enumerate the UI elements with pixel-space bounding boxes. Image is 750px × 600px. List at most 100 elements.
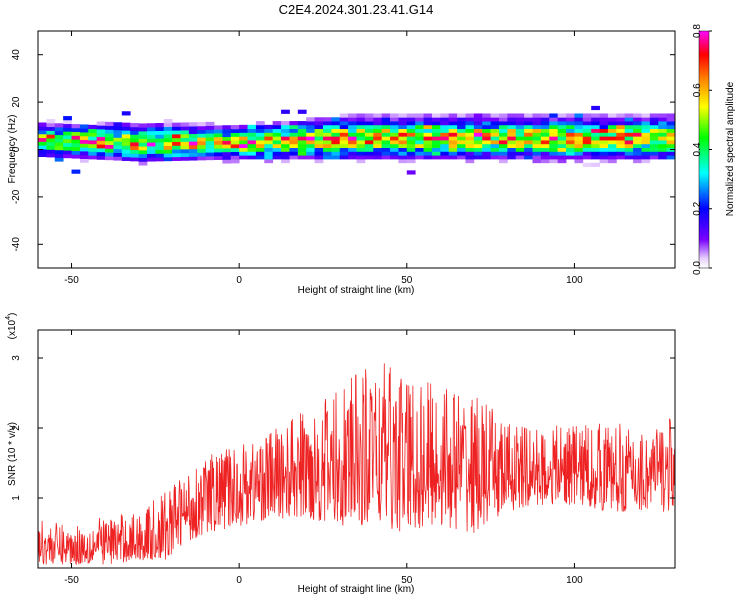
spectrogram-cell <box>205 133 215 138</box>
spectrogram-cell <box>138 146 148 151</box>
spectrogram-cell <box>649 124 659 130</box>
spectrogram-cell <box>113 133 123 138</box>
spectrogram-cell <box>381 140 391 145</box>
spectrogram-cell <box>624 121 634 126</box>
spectrogram-cell <box>566 132 575 137</box>
spectrogram-cell <box>515 113 525 118</box>
spectrogram-cell <box>46 153 56 158</box>
spectrogram-cell <box>557 121 567 126</box>
spectrogram-cell <box>415 124 424 130</box>
spectrogram-cell <box>155 141 165 147</box>
spectrogram-cell <box>431 155 441 160</box>
spectrogram-cell <box>390 147 399 152</box>
spectrogram-cell <box>507 140 517 145</box>
spectrogram-cell <box>390 155 399 160</box>
spectrogram-cell <box>146 127 156 132</box>
spectrogram-cell <box>130 153 139 158</box>
spectrogram-cell <box>582 162 592 167</box>
spectrogram-cell <box>566 140 575 145</box>
spectrogram-cell <box>222 125 232 130</box>
spectrogram-cell <box>281 158 290 164</box>
spectrogram-cell <box>490 136 500 141</box>
spectrogram-cell <box>113 148 123 153</box>
spectrogram-cell <box>566 121 575 126</box>
spectrogram-cell <box>658 143 668 149</box>
spectrogram-cell <box>339 147 349 152</box>
spectrogram-cell <box>607 151 617 156</box>
spectrogram-cell <box>230 132 240 137</box>
spectrogram-cell <box>63 142 72 147</box>
spectrogram-cell <box>498 143 508 149</box>
spectrogram-cell <box>38 130 47 135</box>
spectrogram-cell <box>356 155 366 160</box>
spectrogram-cell <box>247 140 257 145</box>
spectrogram-cell <box>473 147 483 152</box>
spectrogram-cell <box>582 151 592 156</box>
spectrogram-cell <box>448 155 458 160</box>
spectrogram-cell <box>398 140 408 145</box>
spectrogram-cell <box>306 140 315 145</box>
spectrogram-cell <box>38 145 47 150</box>
spectrogram-cell <box>155 134 165 139</box>
spectrogram-cell <box>532 124 542 130</box>
spectrogram-cell <box>532 132 542 137</box>
spectrogram-cell <box>331 124 341 130</box>
spectrogram-cell <box>406 136 416 141</box>
spectrogram-cell <box>666 121 676 126</box>
spectrogram-cell <box>633 136 642 141</box>
spectrogram-cell <box>482 140 492 145</box>
spectrogram-cell <box>121 122 131 127</box>
spectrogram-cell <box>457 124 466 130</box>
spectrogram-cell <box>230 151 240 156</box>
spectrogram-cell <box>582 140 592 145</box>
spectrogram-cell <box>574 151 584 156</box>
figure-title: C2E4.2024.301.23.41.G14 <box>279 2 434 17</box>
spectrogram-cell <box>197 133 207 138</box>
spectrogram-cell <box>230 128 240 134</box>
spectrogram-cell <box>398 124 408 130</box>
spectrogram-cell <box>163 156 173 162</box>
spectrogram-cell <box>381 143 391 149</box>
spectrogram-cell <box>188 141 198 146</box>
spectrogram-cell <box>146 157 156 162</box>
spectrogram-cell <box>239 124 248 130</box>
spectrogram-cell <box>507 121 517 126</box>
spectrogram-cell <box>205 137 215 142</box>
spectrogram-cell <box>440 155 450 160</box>
spectrogram-cell <box>599 140 609 145</box>
spectrogram-cell <box>641 113 651 118</box>
spectrogram-cell <box>616 143 626 149</box>
spectrogram-y-tick-label: -40 <box>11 237 22 252</box>
spectrogram-y-label: Frequency (Hz) <box>7 115 18 184</box>
spectrogram-cell <box>540 121 550 126</box>
spectrogram-cell <box>624 140 634 145</box>
spectrogram-cell <box>574 158 584 164</box>
spectrogram-cell <box>121 156 131 161</box>
spectrogram-cell <box>121 145 131 150</box>
spectrogram-cell <box>465 136 475 141</box>
spectrogram-cell <box>431 117 441 122</box>
spectrogram-cell <box>180 156 190 161</box>
spectrogram-cell <box>205 155 215 161</box>
snr-x-tick-label: 0 <box>236 575 242 586</box>
spectrogram-cell <box>440 121 450 126</box>
spectrogram-cell <box>515 151 525 156</box>
spectrogram-cell <box>381 124 391 130</box>
spectrogram-cell <box>113 141 123 146</box>
spectrogram-cell <box>356 117 366 122</box>
spectrogram-cell <box>549 151 559 156</box>
spectrogram-cell <box>155 157 165 162</box>
spectrogram-cell <box>272 147 282 152</box>
spectrogram-cell <box>574 121 584 126</box>
spectrogram-cell <box>163 138 173 143</box>
spectrogram-cell <box>373 117 383 122</box>
spectrogram-cell <box>591 151 600 156</box>
spectrogram-cell <box>63 119 72 125</box>
spectrogram-cell <box>473 124 483 130</box>
spectrogram-cell <box>574 140 584 145</box>
spectrogram-cell <box>146 138 156 143</box>
spectrogram-cell <box>549 136 559 141</box>
spectrogram-cell <box>599 128 609 133</box>
spectrogram-cell <box>172 126 181 131</box>
spectrogram-cell <box>180 126 190 131</box>
